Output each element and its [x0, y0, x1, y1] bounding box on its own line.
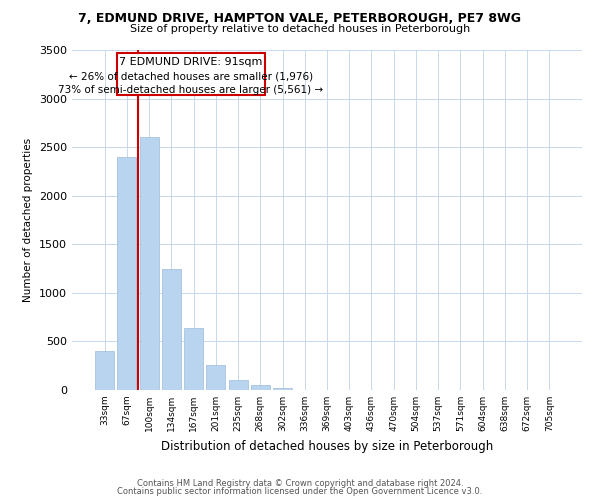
Text: 73% of semi-detached houses are larger (5,561) →: 73% of semi-detached houses are larger (… — [58, 85, 323, 95]
Bar — [229, 380, 248, 390]
Text: Size of property relative to detached houses in Peterborough: Size of property relative to detached ho… — [130, 24, 470, 34]
Text: 7 EDMUND DRIVE: 91sqm: 7 EDMUND DRIVE: 91sqm — [119, 58, 262, 68]
Text: Contains HM Land Registry data © Crown copyright and database right 2024.: Contains HM Land Registry data © Crown c… — [137, 478, 463, 488]
Bar — [251, 385, 270, 390]
FancyBboxPatch shape — [117, 53, 265, 94]
Bar — [118, 157, 136, 390]
Bar — [184, 328, 203, 390]
Bar — [95, 351, 114, 390]
Bar — [206, 364, 225, 390]
Bar — [140, 138, 158, 390]
Y-axis label: Number of detached properties: Number of detached properties — [23, 138, 34, 302]
Bar — [162, 268, 181, 390]
Bar — [273, 388, 292, 390]
Text: 7, EDMUND DRIVE, HAMPTON VALE, PETERBOROUGH, PE7 8WG: 7, EDMUND DRIVE, HAMPTON VALE, PETERBORO… — [79, 12, 521, 26]
Text: ← 26% of detached houses are smaller (1,976): ← 26% of detached houses are smaller (1,… — [69, 72, 313, 82]
X-axis label: Distribution of detached houses by size in Peterborough: Distribution of detached houses by size … — [161, 440, 493, 452]
Text: Contains public sector information licensed under the Open Government Licence v3: Contains public sector information licen… — [118, 487, 482, 496]
